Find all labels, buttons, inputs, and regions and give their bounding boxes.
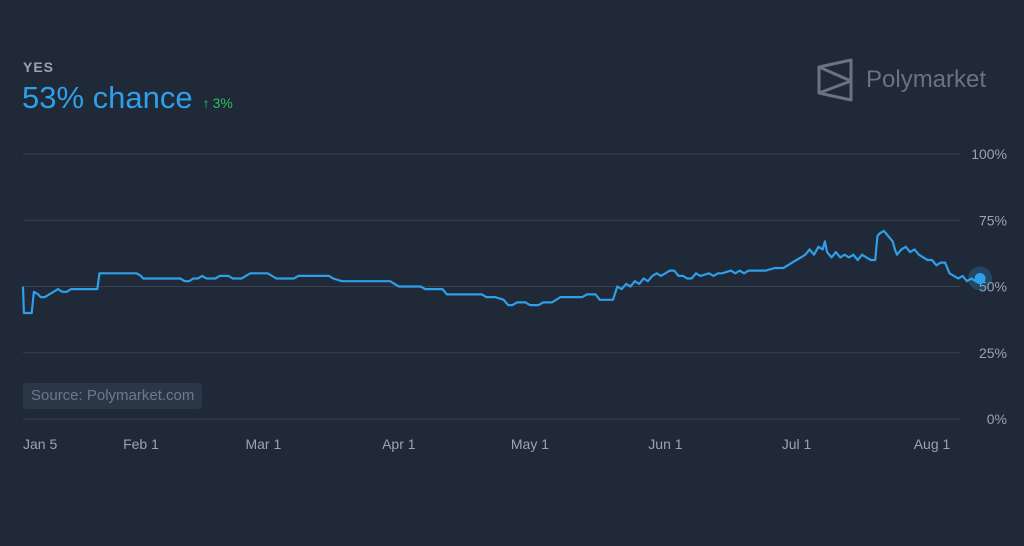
y-tick-label: 50% <box>979 279 1007 295</box>
change-badge: ↑ 3% <box>203 95 233 111</box>
x-tick-label: Jan 5 <box>23 436 57 452</box>
x-tick-label: Feb 1 <box>123 436 159 452</box>
y-tick-label: 0% <box>987 411 1007 427</box>
y-axis-ticks: 100% 75% 50% 25% 0% <box>971 146 1007 427</box>
y-tick-label: 100% <box>971 146 1007 162</box>
x-axis-ticks: Jan 5 Feb 1 Mar 1 Apr 1 May 1 Jun 1 Jul 1 Aug 1 <box>23 436 951 452</box>
y-tick-label: 25% <box>979 345 1007 361</box>
headline: 53% chance ↑ 3% <box>22 80 233 116</box>
brand: Polymarket <box>816 58 986 102</box>
series-line <box>21 229 981 315</box>
x-tick-label: Jul 1 <box>782 436 812 452</box>
arrow-up-icon: ↑ <box>202 95 210 111</box>
series-layer <box>21 229 993 315</box>
x-tick-label: Jun 1 <box>648 436 682 452</box>
brand-name: Polymarket <box>866 66 987 93</box>
outcome-label: YES <box>23 59 55 75</box>
x-tick-label: Aug 1 <box>914 436 951 452</box>
source-badge: Source: Polymarket.com <box>23 383 203 409</box>
polymarket-logo-icon <box>817 58 853 102</box>
y-tick-label: 75% <box>979 212 1007 228</box>
x-tick-label: Apr 1 <box>382 436 416 452</box>
chance-value: 53% chance <box>22 80 193 115</box>
grid-lines <box>23 153 960 420</box>
x-tick-label: May 1 <box>511 436 549 452</box>
change-value: 3% <box>212 95 233 111</box>
x-tick-label: Mar 1 <box>245 436 281 452</box>
last-point-marker[interactable] <box>974 273 986 285</box>
